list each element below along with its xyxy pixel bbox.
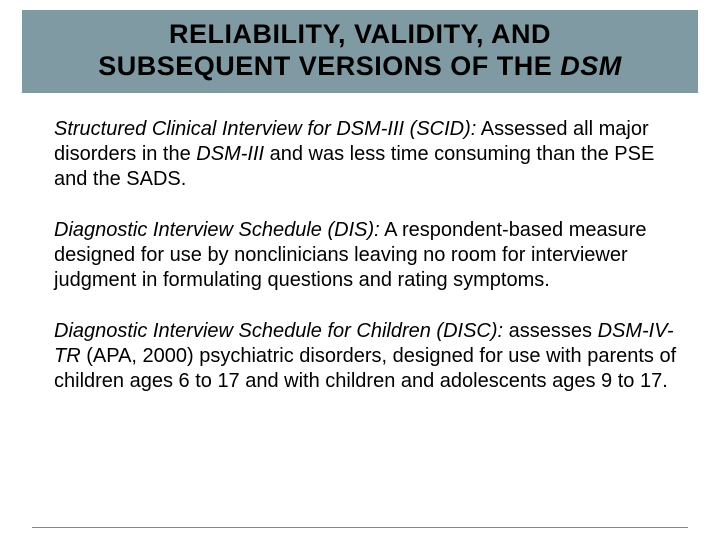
title-line-1: RELIABILITY, VALIDITY, AND <box>169 19 551 49</box>
bullet-lead: Diagnostic Interview Schedule for Childr… <box>54 320 503 342</box>
bullet-marker-icon: 􀎲 <box>32 119 47 144</box>
bullet-text-a: assesses <box>503 320 597 342</box>
bottom-divider <box>32 527 688 528</box>
bullet-item: 􀎲 Structured Clinical Interview for DSM-… <box>32 117 688 192</box>
slide-header: RELIABILITY, VALIDITY, AND SUBSEQUENT VE… <box>22 10 698 93</box>
bullet-marker-icon: 􀎲 <box>32 321 47 346</box>
bullet-item: 􀎲 Diagnostic Interview Schedule for Chil… <box>32 319 688 394</box>
bullet-dsm: DSM-III <box>196 143 264 165</box>
bullet-lead: Structured Clinical Interview for DSM-II… <box>54 118 476 140</box>
bullet-lead: Diagnostic Interview Schedule (DIS): <box>54 219 380 241</box>
slide-content: 􀎲 Structured Clinical Interview for DSM-… <box>0 93 720 394</box>
title-line-2a: SUBSEQUENT VERSIONS OF THE <box>98 51 560 81</box>
bullet-marker-icon: 􀎲 <box>32 220 47 245</box>
slide-title: RELIABILITY, VALIDITY, AND SUBSEQUENT VE… <box>32 18 688 83</box>
title-line-2b: DSM <box>560 51 622 81</box>
bullet-item: 􀎲 Diagnostic Interview Schedule (DIS): A… <box>32 218 688 293</box>
bullet-text-b: (APA, 2000) psychiatric disorders, desig… <box>54 345 676 392</box>
